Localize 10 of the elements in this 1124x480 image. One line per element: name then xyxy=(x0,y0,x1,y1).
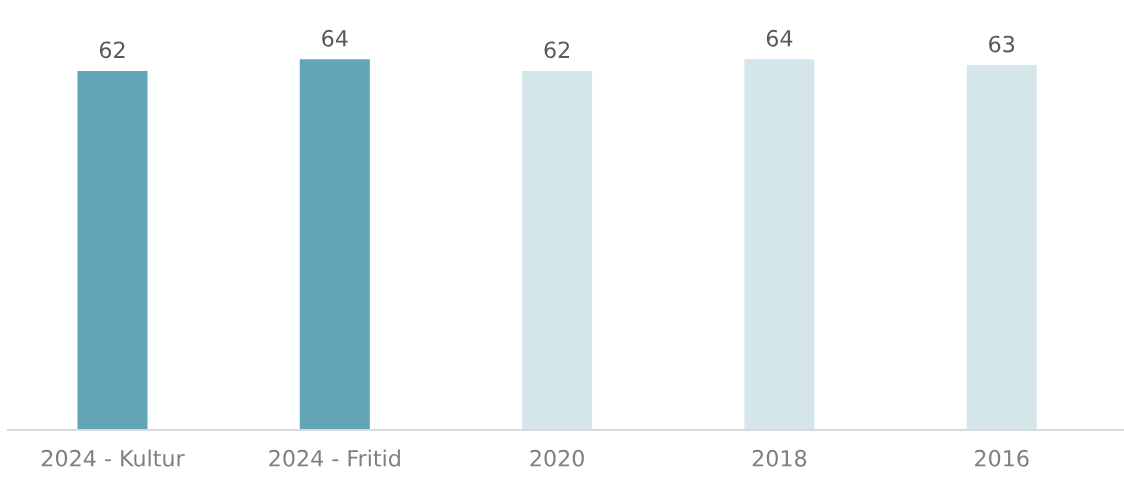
data-label: 64 xyxy=(322,29,348,47)
data-label: 64 xyxy=(766,29,793,47)
data-label: 62 xyxy=(99,41,125,59)
x-tick-label: 2020 xyxy=(530,449,584,467)
x-tick-label: 2018 xyxy=(752,449,807,467)
x-tick-label: 2024 - Kultur xyxy=(41,449,185,467)
x-tick-label: 2016 xyxy=(975,449,1029,467)
data-label: 63 xyxy=(989,35,1015,53)
data-label: 62 xyxy=(544,41,570,59)
x-tick-label: 2024 - Fritid xyxy=(269,449,400,467)
